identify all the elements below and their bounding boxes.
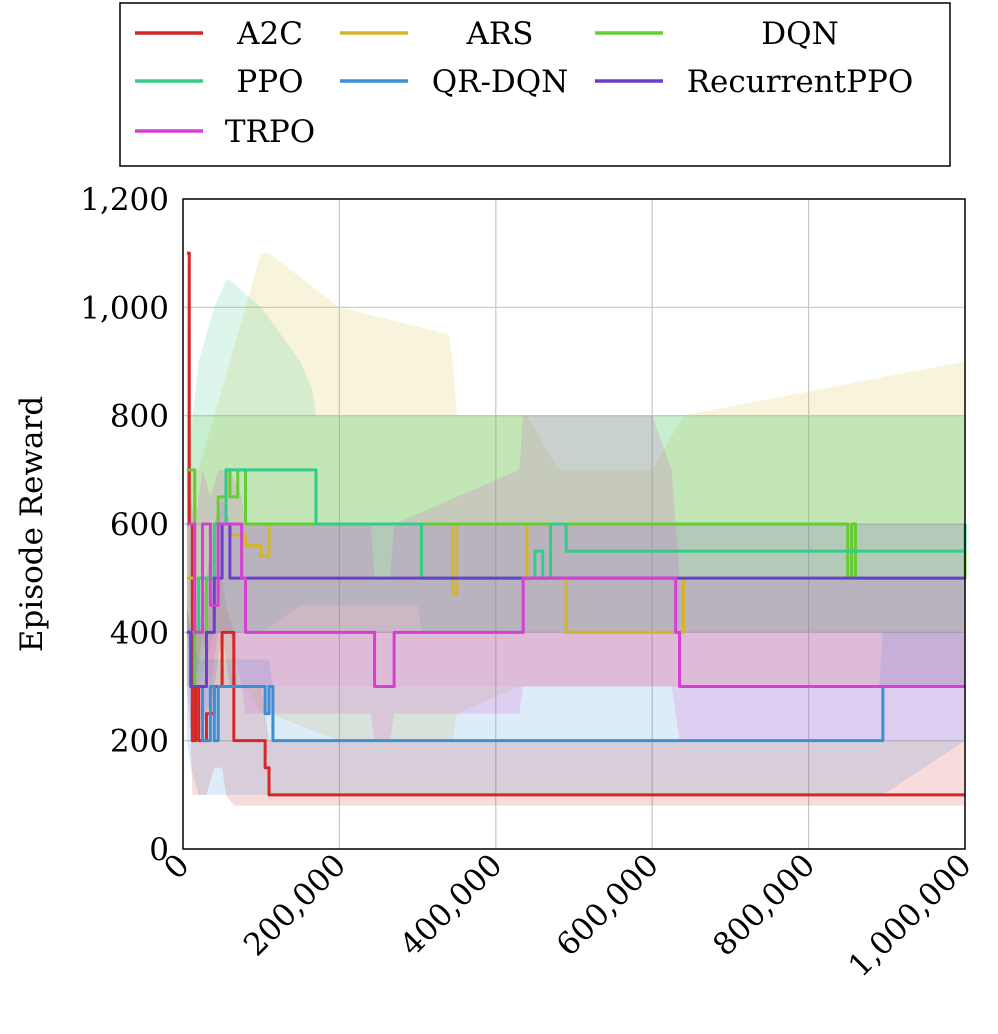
x-tick-label: 800,000 [706,847,822,963]
x-tick-label: 1,000,000 [842,847,979,984]
series-line-qr-dqn [186,630,965,743]
x-axis-ticks: 0 200,000 400,000 600,000 800,000 1,000,000 [157,847,978,984]
x-tick-label: 600,000 [550,847,666,963]
legend-label-recurrentppo: RecurrentPPO [687,64,914,100]
y-tick-label: 400 [110,615,169,651]
band-recurrentppo [186,496,965,741]
band-qr-dqn [186,605,965,795]
y-axis-ticks: 0 200 400 600 800 1,000 1,200 [80,182,169,868]
plot-frame [182,198,966,850]
series-line-trpo [186,522,965,688]
legend-label-dqn: DQN [761,16,838,52]
y-tick-label: 1,200 [80,182,169,218]
y-tick-label: 0 [149,832,169,868]
band-ppo [186,280,965,687]
legend-label-a2c: A2C [236,16,303,52]
y-axis-label: Episode Reward [14,396,50,652]
legend-label-qr-dqn: QR-DQN [432,64,569,100]
confidence-bands [186,253,965,806]
legend-label-ars: ARS [466,16,534,52]
y-tick-label: 800 [110,399,169,435]
y-tick-label: 600 [110,507,169,543]
legend-box [119,2,951,167]
y-tick-label: 200 [110,724,169,760]
legend-label-ppo: PPO [236,64,303,100]
band-ars [186,253,965,741]
plot-area [182,198,967,850]
series-lines [186,251,967,797]
y-tick-label: 1,000 [80,290,169,326]
x-tick-label: 200,000 [237,847,353,963]
x-tick-label: 400,000 [393,847,509,963]
series-line-recurrentppo [186,522,965,688]
legend-label-trpo: TRPO [225,114,315,150]
legend: A2C ARS DQN PPO QR-DQN RecurrentPPO TRPO [119,2,951,167]
